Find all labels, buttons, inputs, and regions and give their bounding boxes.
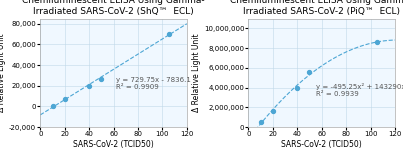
Title: Chemiluminescent ELISA Using Gamma-
Irradiated SARS-CoV-2 (PiQ™  ECL): Chemiluminescent ELISA Using Gamma- Irra… bbox=[231, 0, 403, 16]
Point bbox=[258, 121, 264, 123]
Title: Chemiluminescent ELISA Using Gamma-
Irradiated SARS-CoV-2 (ShQ™  ECL): Chemiluminescent ELISA Using Gamma- Irra… bbox=[22, 0, 205, 16]
Point bbox=[374, 41, 380, 44]
Y-axis label: Δ Relative Light Unit: Δ Relative Light Unit bbox=[192, 33, 201, 112]
X-axis label: SARS-CoV-2 (TCID50): SARS-CoV-2 (TCID50) bbox=[281, 140, 362, 149]
Point bbox=[270, 110, 276, 113]
Point bbox=[86, 84, 92, 87]
X-axis label: SARS-CoV-2 (TCID50): SARS-CoV-2 (TCID50) bbox=[73, 140, 154, 149]
Text: y = 729.75x - 7836.1
R² = 0.9909: y = 729.75x - 7836.1 R² = 0.9909 bbox=[116, 77, 191, 90]
Point bbox=[306, 71, 313, 73]
Point bbox=[165, 33, 172, 35]
Y-axis label: Δ Relative Light Unit: Δ Relative Light Unit bbox=[0, 33, 6, 112]
Point bbox=[62, 98, 68, 100]
Point bbox=[294, 86, 301, 89]
Point bbox=[98, 77, 105, 80]
Point bbox=[49, 105, 56, 107]
Text: y = -495.25x² + 143290x - 860143
R² = 0.9939: y = -495.25x² + 143290x - 860143 R² = 0.… bbox=[316, 83, 403, 97]
